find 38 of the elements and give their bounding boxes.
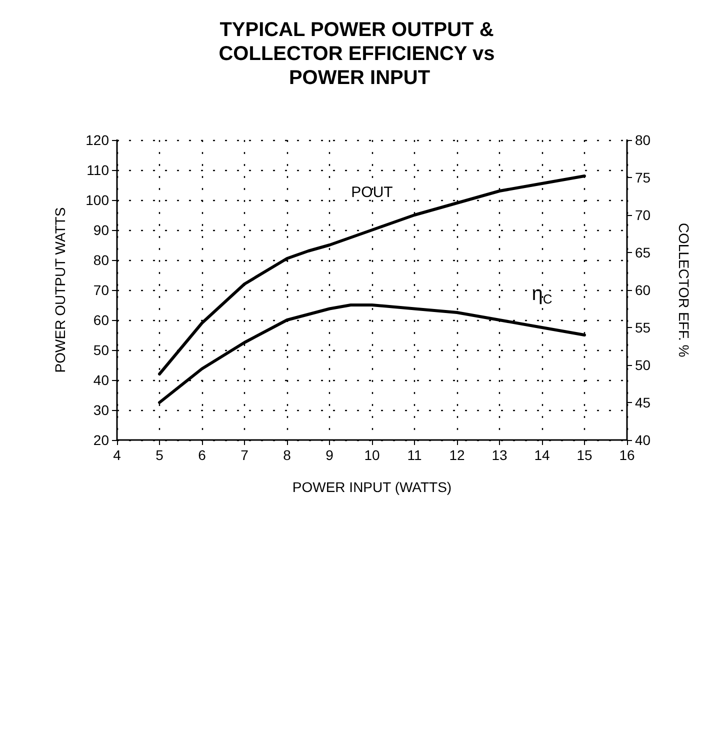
x-axis-title: POWER INPUT (WATTS) <box>292 479 452 495</box>
y-tick-label: 80 <box>93 252 110 268</box>
x-tick-label: 6 <box>198 447 206 463</box>
y-tick-label: 30 <box>93 402 110 418</box>
y2-tick-label: 45 <box>635 394 651 410</box>
y-tick-label: 120 <box>86 132 110 148</box>
x-tick-label: 14 <box>534 447 550 463</box>
y-tick-label: 110 <box>86 162 110 178</box>
y-axis-title: POWER OUTPUT WATTS <box>52 207 68 373</box>
series-label: POUT <box>351 184 393 201</box>
x-tick-label: 12 <box>449 447 465 463</box>
y-tick-label: 70 <box>93 282 110 298</box>
x-tick-label: 4 <box>113 447 122 463</box>
y-tick-label: 60 <box>93 312 110 328</box>
x-tick-label: 5 <box>156 447 164 463</box>
y2-tick-label: 60 <box>635 282 651 298</box>
y2-tick-label: 40 <box>635 432 651 448</box>
x-tick-label: 8 <box>283 447 292 463</box>
y2-tick-label: 70 <box>635 207 651 223</box>
x-tick-label: 16 <box>619 447 635 463</box>
x-tick-label: 11 <box>407 447 422 463</box>
y2-tick-label: 50 <box>635 357 651 373</box>
y-tick-label: 20 <box>93 432 110 448</box>
y2-tick-label: 75 <box>635 170 651 186</box>
y-tick-label: 40 <box>93 372 110 388</box>
y2-tick-label: 55 <box>635 320 651 336</box>
y2-tick-label: 65 <box>635 244 651 260</box>
chart-title: TYPICAL POWER OUTPUT & COLLECTOR EFFICIENCY vs POWER INPUT <box>218 19 500 89</box>
x-tick-label: 10 <box>364 447 380 463</box>
y-tick-label: 100 <box>86 192 110 208</box>
y2-axis-title: COLLECTOR EFF. % <box>676 222 692 358</box>
x-tick-label: 13 <box>492 447 508 463</box>
x-tick-label: 15 <box>576 447 592 463</box>
y-tick-label: 90 <box>93 222 110 238</box>
y2-tick-label: 80 <box>635 132 651 148</box>
x-tick-label: 9 <box>326 447 334 463</box>
x-tick-label: 7 <box>240 447 249 463</box>
y-tick-label: 50 <box>93 342 110 358</box>
